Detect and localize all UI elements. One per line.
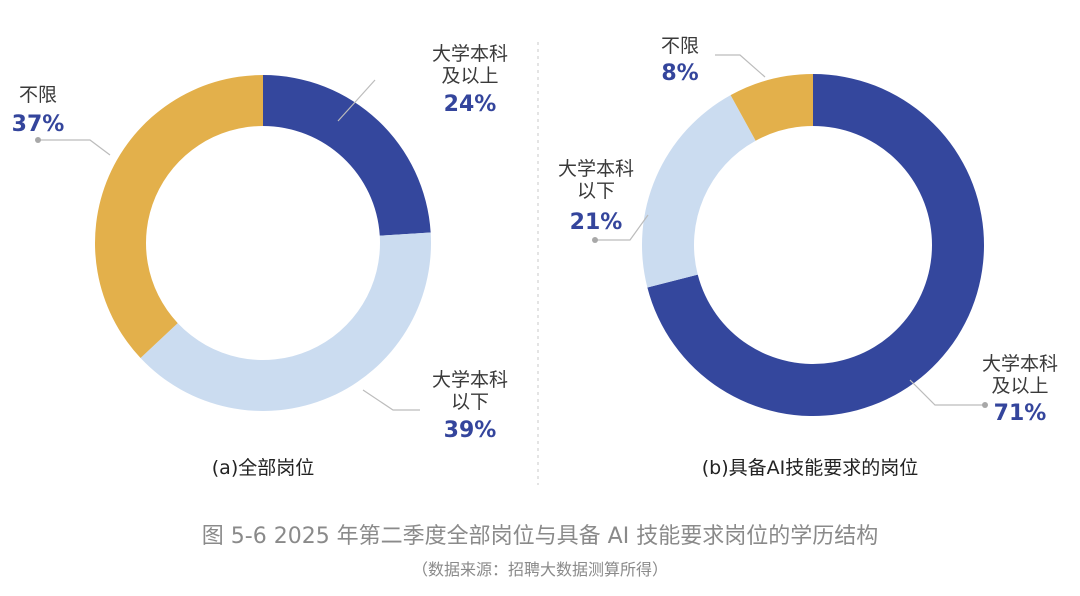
donut-b-slice-unlimited <box>730 74 813 141</box>
donut-b-leader-dot-below-bachelor <box>592 237 598 243</box>
donut-a-value-below-bachelor: 39% <box>444 418 497 443</box>
donut-b-leader-dot-above-bachelor <box>982 402 988 408</box>
donut-b-leader-line-unlimited <box>715 54 766 78</box>
donut-b-leader-line-above-bachelor <box>909 379 985 406</box>
donut-a-label-below-bachelor-line1: 大学本科 <box>432 369 508 391</box>
donut-a-leader-line-below-bachelor <box>362 389 420 411</box>
donut-a-label-unlimited-line1: 不限 <box>19 84 57 106</box>
donut-b-label-unlimited-line1: 不限 <box>661 35 699 57</box>
donut-b-value-above-bachelor: 71% <box>994 401 1047 426</box>
donut-b-slice-above-bachelor <box>647 74 984 416</box>
donut-a-value-unlimited: 37% <box>12 112 65 137</box>
donut-a-slice-below-bachelor <box>140 232 432 411</box>
donut-b-label-below-bachelor-line1: 大学本科 <box>558 158 634 180</box>
donut-b-value-below-bachelor: 21% <box>570 210 623 235</box>
donut-b-label-above-bachelor-line2: 及以上 <box>991 375 1048 397</box>
donut-b-value-unlimited: 8% <box>661 61 698 86</box>
donut-b-label-below-bachelor-line2: 以下 <box>577 180 615 202</box>
donut-a-leader-line-above-bachelor <box>337 79 376 122</box>
donut-a-value-above-bachelor: 24% <box>444 92 497 117</box>
donut-a-slice-unlimited <box>95 75 263 359</box>
donut-b-slices <box>641 74 984 416</box>
donut-a-label-above-bachelor-line1: 大学本科 <box>432 43 508 65</box>
donut-b-leader-line-below-bachelor <box>595 214 649 241</box>
chart-b-title: (b)具备AI技能要求的岗位 <box>702 457 919 479</box>
donut-a-label-above-bachelor-line2: 及以上 <box>441 65 498 87</box>
donut-a-label-below-bachelor-line2: 以下 <box>451 391 489 413</box>
donut-a-slices <box>95 75 432 411</box>
chart-a-title: (a)全部岗位 <box>212 457 314 479</box>
donut-b-label-above-bachelor-line1: 大学本科 <box>982 353 1058 375</box>
donut-a-leader-line-unlimited <box>38 139 111 156</box>
donut-a-slice-above-bachelor <box>263 75 431 236</box>
figure-source: （数据来源：招聘大数据测算所得） <box>412 560 668 579</box>
donut-b-slice-below-bachelor <box>641 95 756 288</box>
figure-caption: 图 5-6 2025 年第二季度全部岗位与具备 AI 技能要求岗位的学历结构 <box>202 524 878 549</box>
donut-a-leader-dot-unlimited <box>35 137 41 143</box>
